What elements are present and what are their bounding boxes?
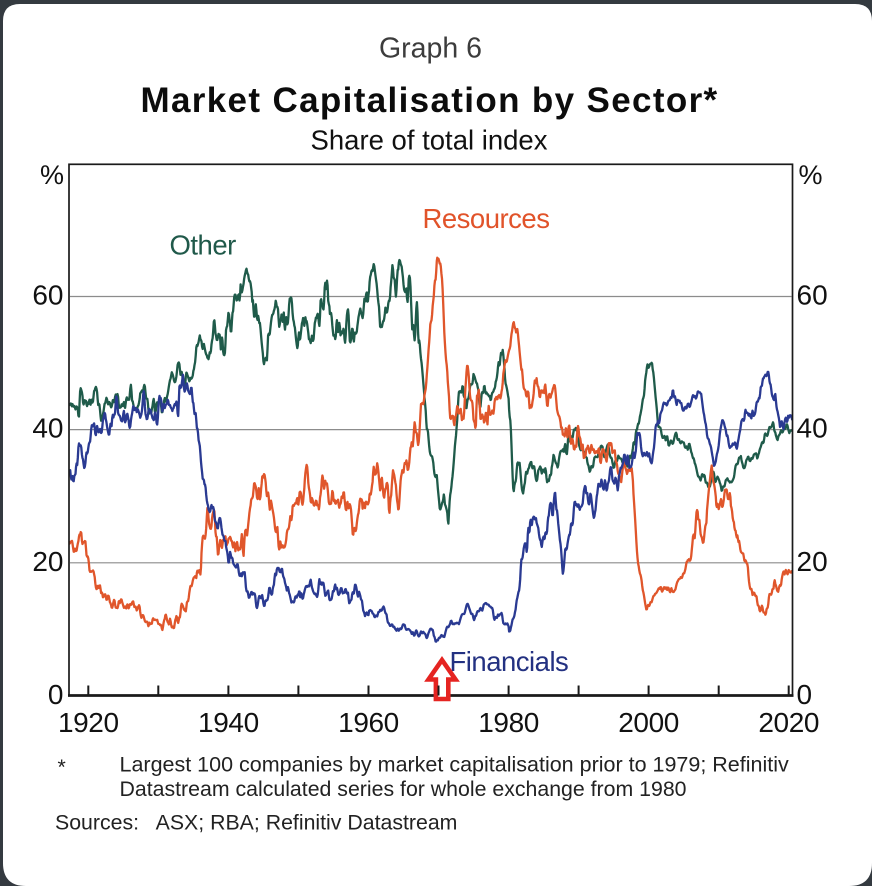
svg-text:Financials: Financials bbox=[450, 646, 569, 677]
svg-text:Resources: Resources bbox=[423, 203, 550, 234]
svg-text:Share of total index: Share of total index bbox=[311, 125, 548, 156]
svg-text:Largest 100 companies by marke: Largest 100 companies by market capitali… bbox=[120, 753, 789, 777]
svg-text:%: % bbox=[799, 160, 823, 190]
svg-text:20: 20 bbox=[32, 546, 63, 577]
svg-text:1920: 1920 bbox=[58, 707, 119, 738]
svg-text:Datastream calculated series f: Datastream calculated series for whole e… bbox=[120, 777, 687, 801]
svg-text:Graph 6: Graph 6 bbox=[379, 33, 482, 65]
svg-text:2000: 2000 bbox=[618, 707, 679, 738]
svg-text:Market Capitalisation by Secto: Market Capitalisation by Sector* bbox=[140, 81, 718, 120]
svg-text:60: 60 bbox=[32, 280, 63, 311]
svg-text:20: 20 bbox=[797, 546, 828, 577]
svg-text:40: 40 bbox=[32, 413, 63, 444]
svg-text:%: % bbox=[40, 160, 64, 190]
svg-text:0: 0 bbox=[797, 679, 813, 710]
svg-text:60: 60 bbox=[797, 280, 828, 311]
svg-text:*: * bbox=[58, 755, 66, 779]
svg-text:2020: 2020 bbox=[758, 707, 819, 738]
svg-text:Sources: ASX; RBA; Refinitiv: Sources: ASX; RBA; Refinitiv Datastream bbox=[55, 811, 457, 835]
svg-text:Other: Other bbox=[170, 230, 237, 261]
svg-text:0: 0 bbox=[48, 679, 64, 710]
svg-text:1940: 1940 bbox=[198, 707, 259, 738]
svg-text:1960: 1960 bbox=[338, 707, 399, 738]
svg-text:1980: 1980 bbox=[478, 707, 539, 738]
svg-text:40: 40 bbox=[797, 413, 828, 444]
